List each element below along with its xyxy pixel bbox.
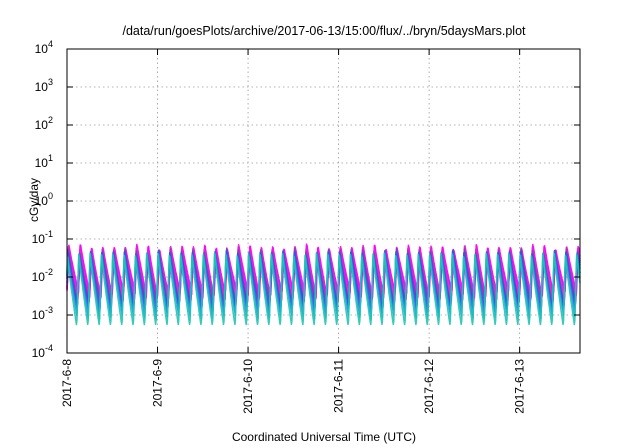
x-tick-label: 2017-6-10 [241,359,255,414]
series-line [66,253,581,320]
y-tick-label: 101 [35,153,53,170]
x-tick-label: 2017-6-11 [332,359,346,413]
y-tick-label: 10-2 [32,267,53,284]
y-tick-label: 102 [35,115,53,132]
x-tick-label: 2017-6-13 [513,359,527,414]
x-tick-label: 2017-6-9 [151,359,165,407]
axes: 10-4 10-3 10-2 10-1 100 101 102 103 104 2017-6-8 2… [32,39,580,414]
x-tick-label: 2017-6-12 [422,359,436,414]
y-axis-label: cGy/day [27,178,41,222]
x-axis-label: Coordinated Universal Time (UTC) [232,430,416,444]
y-tick-label: 100 [35,191,53,208]
y-tick-label: 103 [35,77,53,94]
y-tick-label: 10-4 [32,343,53,360]
series-line [66,252,581,326]
y-tick-label: 104 [35,39,53,56]
y-tick-label: 10-1 [32,229,53,246]
data-series [66,243,581,326]
y-tick-label: 10-3 [32,305,53,322]
chart-title: /data/run/goesPlots/archive/2017-06-13/1… [122,24,526,38]
x-tick-label: 2017-6-8 [60,359,74,407]
